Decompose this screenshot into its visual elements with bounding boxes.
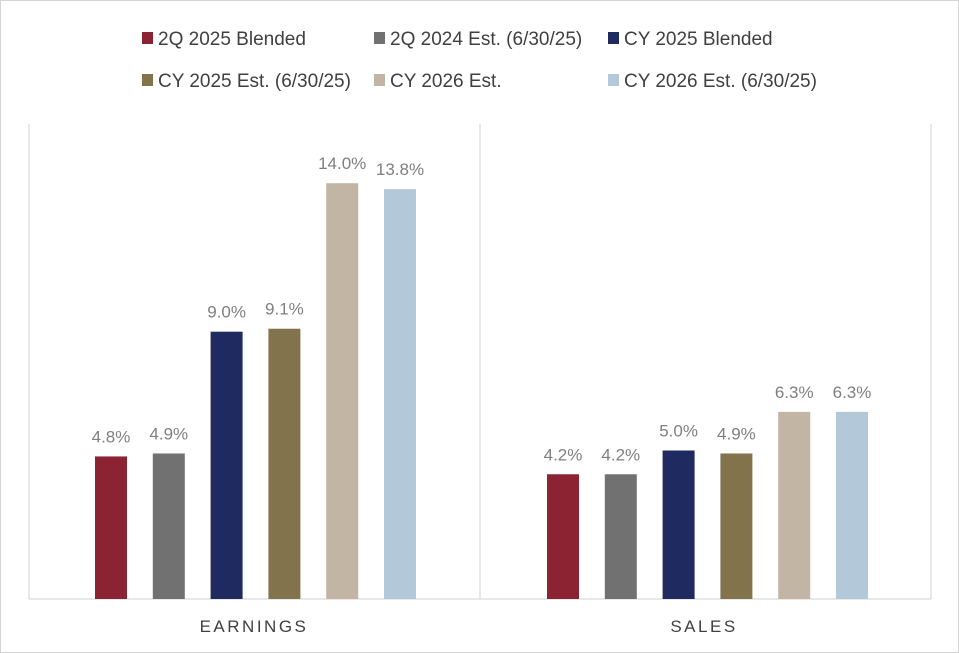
data-label: 4.8% [92, 427, 131, 446]
legend-label: CY 2025 Blended [624, 29, 773, 50]
data-label: 4.2% [601, 445, 640, 464]
bar [268, 328, 301, 599]
legend-item-cy-2026-est: CY 2026 Est. [374, 71, 502, 92]
legend-swatch [608, 74, 619, 86]
legend-label: 2Q 2024 Est. (6/30/25) [390, 29, 582, 50]
data-label: 4.2% [544, 445, 583, 464]
bar [662, 450, 695, 599]
legend-swatch [142, 32, 153, 44]
bar [836, 411, 868, 599]
category-label: SALES [670, 617, 737, 636]
bar [778, 411, 811, 599]
legend-swatch [374, 74, 385, 86]
legend-item-cy-2025-blended: CY 2025 Blended [608, 29, 773, 50]
legend-item-2q-2024-est-6-30-25: 2Q 2024 Est. (6/30/25) [374, 29, 582, 50]
data-labels-group: 4.8% 4.2% 4.9% 4.2% 9.0% 5.0% 9.1% 4.9% 14.0% 6.3… [92, 154, 872, 464]
bar [95, 456, 127, 599]
bar [152, 453, 185, 599]
data-label: 14.0% [318, 154, 366, 173]
bar [720, 453, 753, 599]
bar [384, 189, 416, 599]
data-label: 5.0% [659, 422, 698, 441]
legend-label: CY 2026 Est. (6/30/25) [624, 71, 817, 92]
bar [210, 331, 243, 599]
legend-item-cy-2025-est-6-30-25: CY 2025 Est. (6/30/25) [142, 71, 351, 92]
data-label: 6.3% [775, 383, 814, 402]
data-label: 4.9% [717, 424, 756, 443]
legend-swatch [142, 74, 153, 86]
legend-label: CY 2025 Est. (6/30/25) [158, 71, 351, 92]
bar [604, 474, 637, 599]
bars-group [95, 183, 868, 599]
legend-item-cy-2026-est-6-30-25: CY 2026 Est. (6/30/25) [608, 71, 817, 92]
legend: 2Q 2025 Blended 2Q 2024 Est. (6/30/25) CY … [142, 29, 817, 92]
data-label: 6.3% [833, 383, 872, 402]
data-label: 9.1% [265, 300, 304, 319]
legend-label: CY 2026 Est. [390, 71, 502, 92]
bar [326, 183, 359, 599]
category-label: EARNINGS [200, 617, 309, 636]
data-label: 13.8% [376, 160, 424, 179]
data-label: 4.9% [149, 424, 188, 443]
bar [547, 474, 579, 599]
legend-item-2q-2025-blended: 2Q 2025 Blended [142, 29, 306, 50]
legend-swatch [608, 32, 619, 44]
data-label: 9.0% [207, 303, 246, 322]
category-labels-group: EARNINGS SALES [200, 617, 737, 636]
legend-swatch [374, 32, 385, 44]
legend-label: 2Q 2025 Blended [158, 29, 306, 50]
